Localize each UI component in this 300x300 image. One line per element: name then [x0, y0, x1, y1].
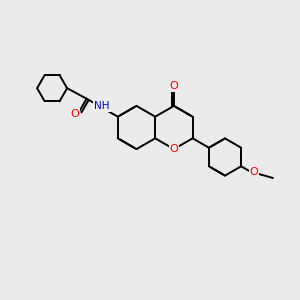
Text: NH: NH: [94, 101, 110, 111]
Text: O: O: [71, 109, 80, 118]
Text: O: O: [250, 167, 258, 177]
Text: O: O: [169, 81, 178, 91]
Text: O: O: [169, 144, 178, 154]
